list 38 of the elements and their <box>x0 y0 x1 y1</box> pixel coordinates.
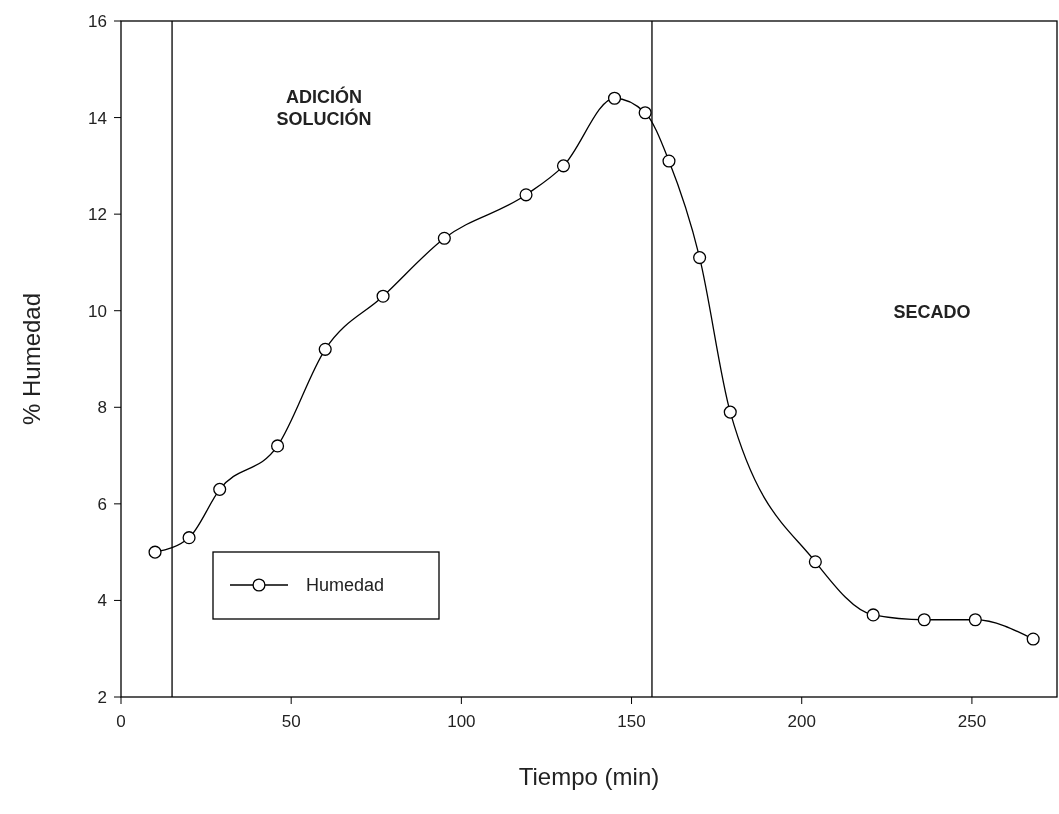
point <box>318 342 332 356</box>
point <box>662 154 676 168</box>
point <box>148 545 162 559</box>
y-axis-title: % Humedad <box>18 292 45 426</box>
point <box>437 231 451 245</box>
y-tick-label: 12 <box>88 205 107 225</box>
x-tick-label: 150 <box>617 712 646 731</box>
point <box>271 439 285 453</box>
y-tick-label: 16 <box>88 12 107 31</box>
point <box>917 613 931 627</box>
point <box>638 106 652 120</box>
point <box>182 531 196 545</box>
x-tick-label: 50 <box>281 712 301 731</box>
point <box>213 482 227 496</box>
point <box>968 613 982 627</box>
annotation: ADICIÓN SOLUCIÓN <box>276 86 372 129</box>
y-tick-label: 2 <box>97 688 107 707</box>
x-tick-label: 0 <box>116 712 126 731</box>
point <box>1026 632 1040 646</box>
point <box>723 405 737 419</box>
y-tick-label: 6 <box>97 494 107 514</box>
x-tick-label: 250 <box>957 712 987 731</box>
point <box>519 188 533 202</box>
y-tick-label: 4 <box>97 591 107 611</box>
y-tick-label: 14 <box>88 108 107 128</box>
y-tick-label: 8 <box>97 398 107 418</box>
x-tick-label: 100 <box>447 712 476 731</box>
point <box>866 608 880 622</box>
point <box>556 159 571 173</box>
point <box>808 555 822 569</box>
x-axis-title: Tiempo (min) <box>518 763 660 790</box>
point <box>607 91 622 105</box>
y-tick-label: 10 <box>88 301 107 321</box>
legend-label: Humedad <box>306 575 385 595</box>
annotation: SECADO <box>893 302 971 322</box>
x-tick-label: 200 <box>787 712 816 731</box>
point <box>693 251 707 265</box>
point <box>376 289 390 303</box>
